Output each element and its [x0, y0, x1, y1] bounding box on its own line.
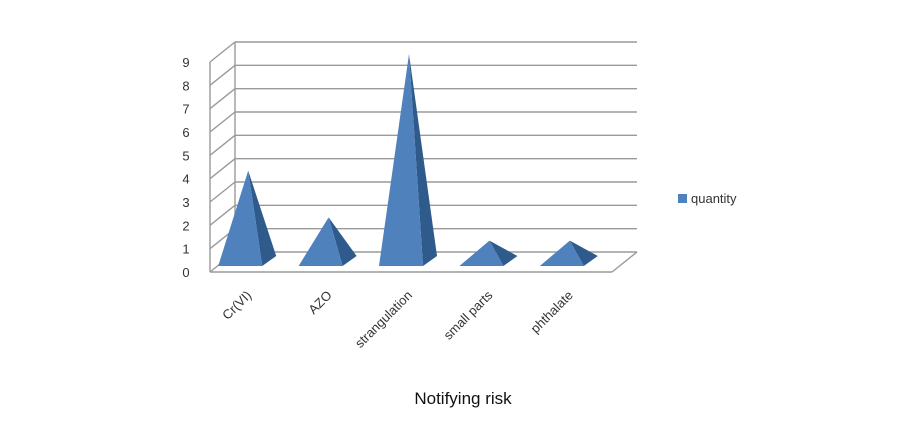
legend-swatch: [678, 194, 687, 203]
y-tick-label: 8: [182, 78, 189, 93]
y-tick-label: 3: [182, 195, 189, 210]
bar-small-parts: [459, 240, 518, 266]
side-gridline: [209, 111, 236, 133]
y-tick-label: 1: [182, 242, 189, 257]
grid: [209, 41, 638, 273]
y-tick-label: 9: [182, 55, 189, 70]
y-tick-label: 4: [182, 172, 189, 187]
bar-azo: [298, 217, 357, 266]
side-gridline: [209, 41, 236, 63]
x-tick-label: strangulation: [352, 288, 415, 351]
bar-phthalate: [539, 240, 598, 266]
bar-strangulation: [379, 54, 437, 266]
side-gridline: [209, 64, 236, 86]
bar-front-face: [379, 54, 423, 266]
floor-right-edge: [611, 251, 638, 273]
x-tick-label: phthalate: [527, 288, 575, 336]
x-tick-label: AZO: [305, 288, 335, 318]
bar-side-face: [248, 170, 277, 266]
bar-side-face: [569, 240, 598, 266]
bar-front-face: [459, 240, 504, 266]
bars: [218, 54, 598, 266]
y-tick-label: 0: [182, 265, 189, 280]
x-tick-label: small parts: [440, 287, 495, 342]
side-gridline: [209, 181, 236, 203]
side-gridline: [209, 204, 236, 226]
y-tick-label: 6: [182, 125, 189, 140]
bar-side-face: [409, 54, 437, 266]
bar-front-face: [298, 217, 343, 266]
y-tick-label: 2: [182, 218, 189, 233]
x-axis-categories: Cr(VI) AZO strangulation small parts phthala…: [219, 287, 576, 351]
x-tick-label: Cr(VI): [219, 288, 254, 323]
legend-label: quantity: [691, 191, 737, 206]
x-axis-label: Notifying risk: [414, 389, 512, 408]
bar-side-face: [489, 240, 518, 266]
bar-cr-vi-: [218, 170, 277, 266]
side-gridline: [209, 158, 236, 180]
legend: quantity: [678, 191, 737, 206]
side-gridline: [209, 88, 236, 110]
y-tick-label: 7: [182, 102, 189, 117]
y-axis-ticks: 0 1 2 3 4 5 6 7 8 9: [182, 55, 189, 280]
bar-front-face: [218, 170, 263, 266]
side-gridline: [209, 134, 236, 156]
y-tick-label: 5: [182, 148, 189, 163]
bar-front-face: [539, 240, 584, 266]
bar-side-face: [328, 217, 357, 266]
